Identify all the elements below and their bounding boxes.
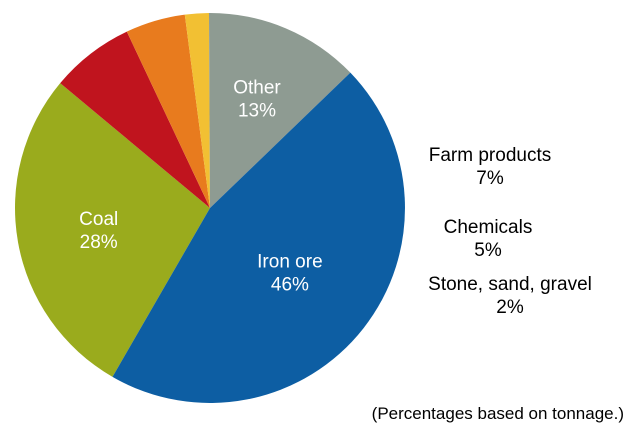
slice-label-other-name: Other [233, 78, 281, 99]
label-stone-sand-gravel-name: Stone, sand, gravel [428, 274, 592, 295]
label-chemicals: Chemicals 5% [425, 216, 551, 262]
slice-label-coal-name: Coal [79, 209, 118, 230]
label-stone-sand-gravel: Stone, sand, gravel 2% [404, 273, 616, 319]
slice-label-other-value: 13% [238, 101, 276, 122]
slice-farm-products [60, 31, 210, 208]
slice-iron-ore [112, 72, 405, 403]
label-farm-products-name: Farm products [428, 145, 552, 166]
label-farm-products-value: 7% [476, 168, 504, 189]
slice-label-iron-ore: Iron ore 46% [257, 252, 322, 296]
slice-other [208, 12, 351, 208]
slice-stone-sand-gravel [184, 13, 210, 208]
slice-chemicals [126, 14, 210, 209]
label-stone-sand-gravel-value: 2% [496, 297, 524, 318]
footnote: (Percentages based on tonnage.) [371, 404, 624, 423]
slice-coal [15, 83, 211, 377]
slice-label-iron-ore-name: Iron ore [257, 252, 322, 273]
label-chemicals-value: 5% [474, 240, 502, 261]
label-farm-products: Farm products 7% [412, 144, 568, 190]
label-chemicals-name: Chemicals [443, 217, 533, 238]
slice-label-iron-ore-value: 46% [271, 275, 309, 296]
slice-label-coal: Coal 28% [79, 209, 118, 253]
slice-label-coal-value: 28% [80, 232, 118, 253]
slice-label-other: Other 13% [233, 78, 281, 122]
